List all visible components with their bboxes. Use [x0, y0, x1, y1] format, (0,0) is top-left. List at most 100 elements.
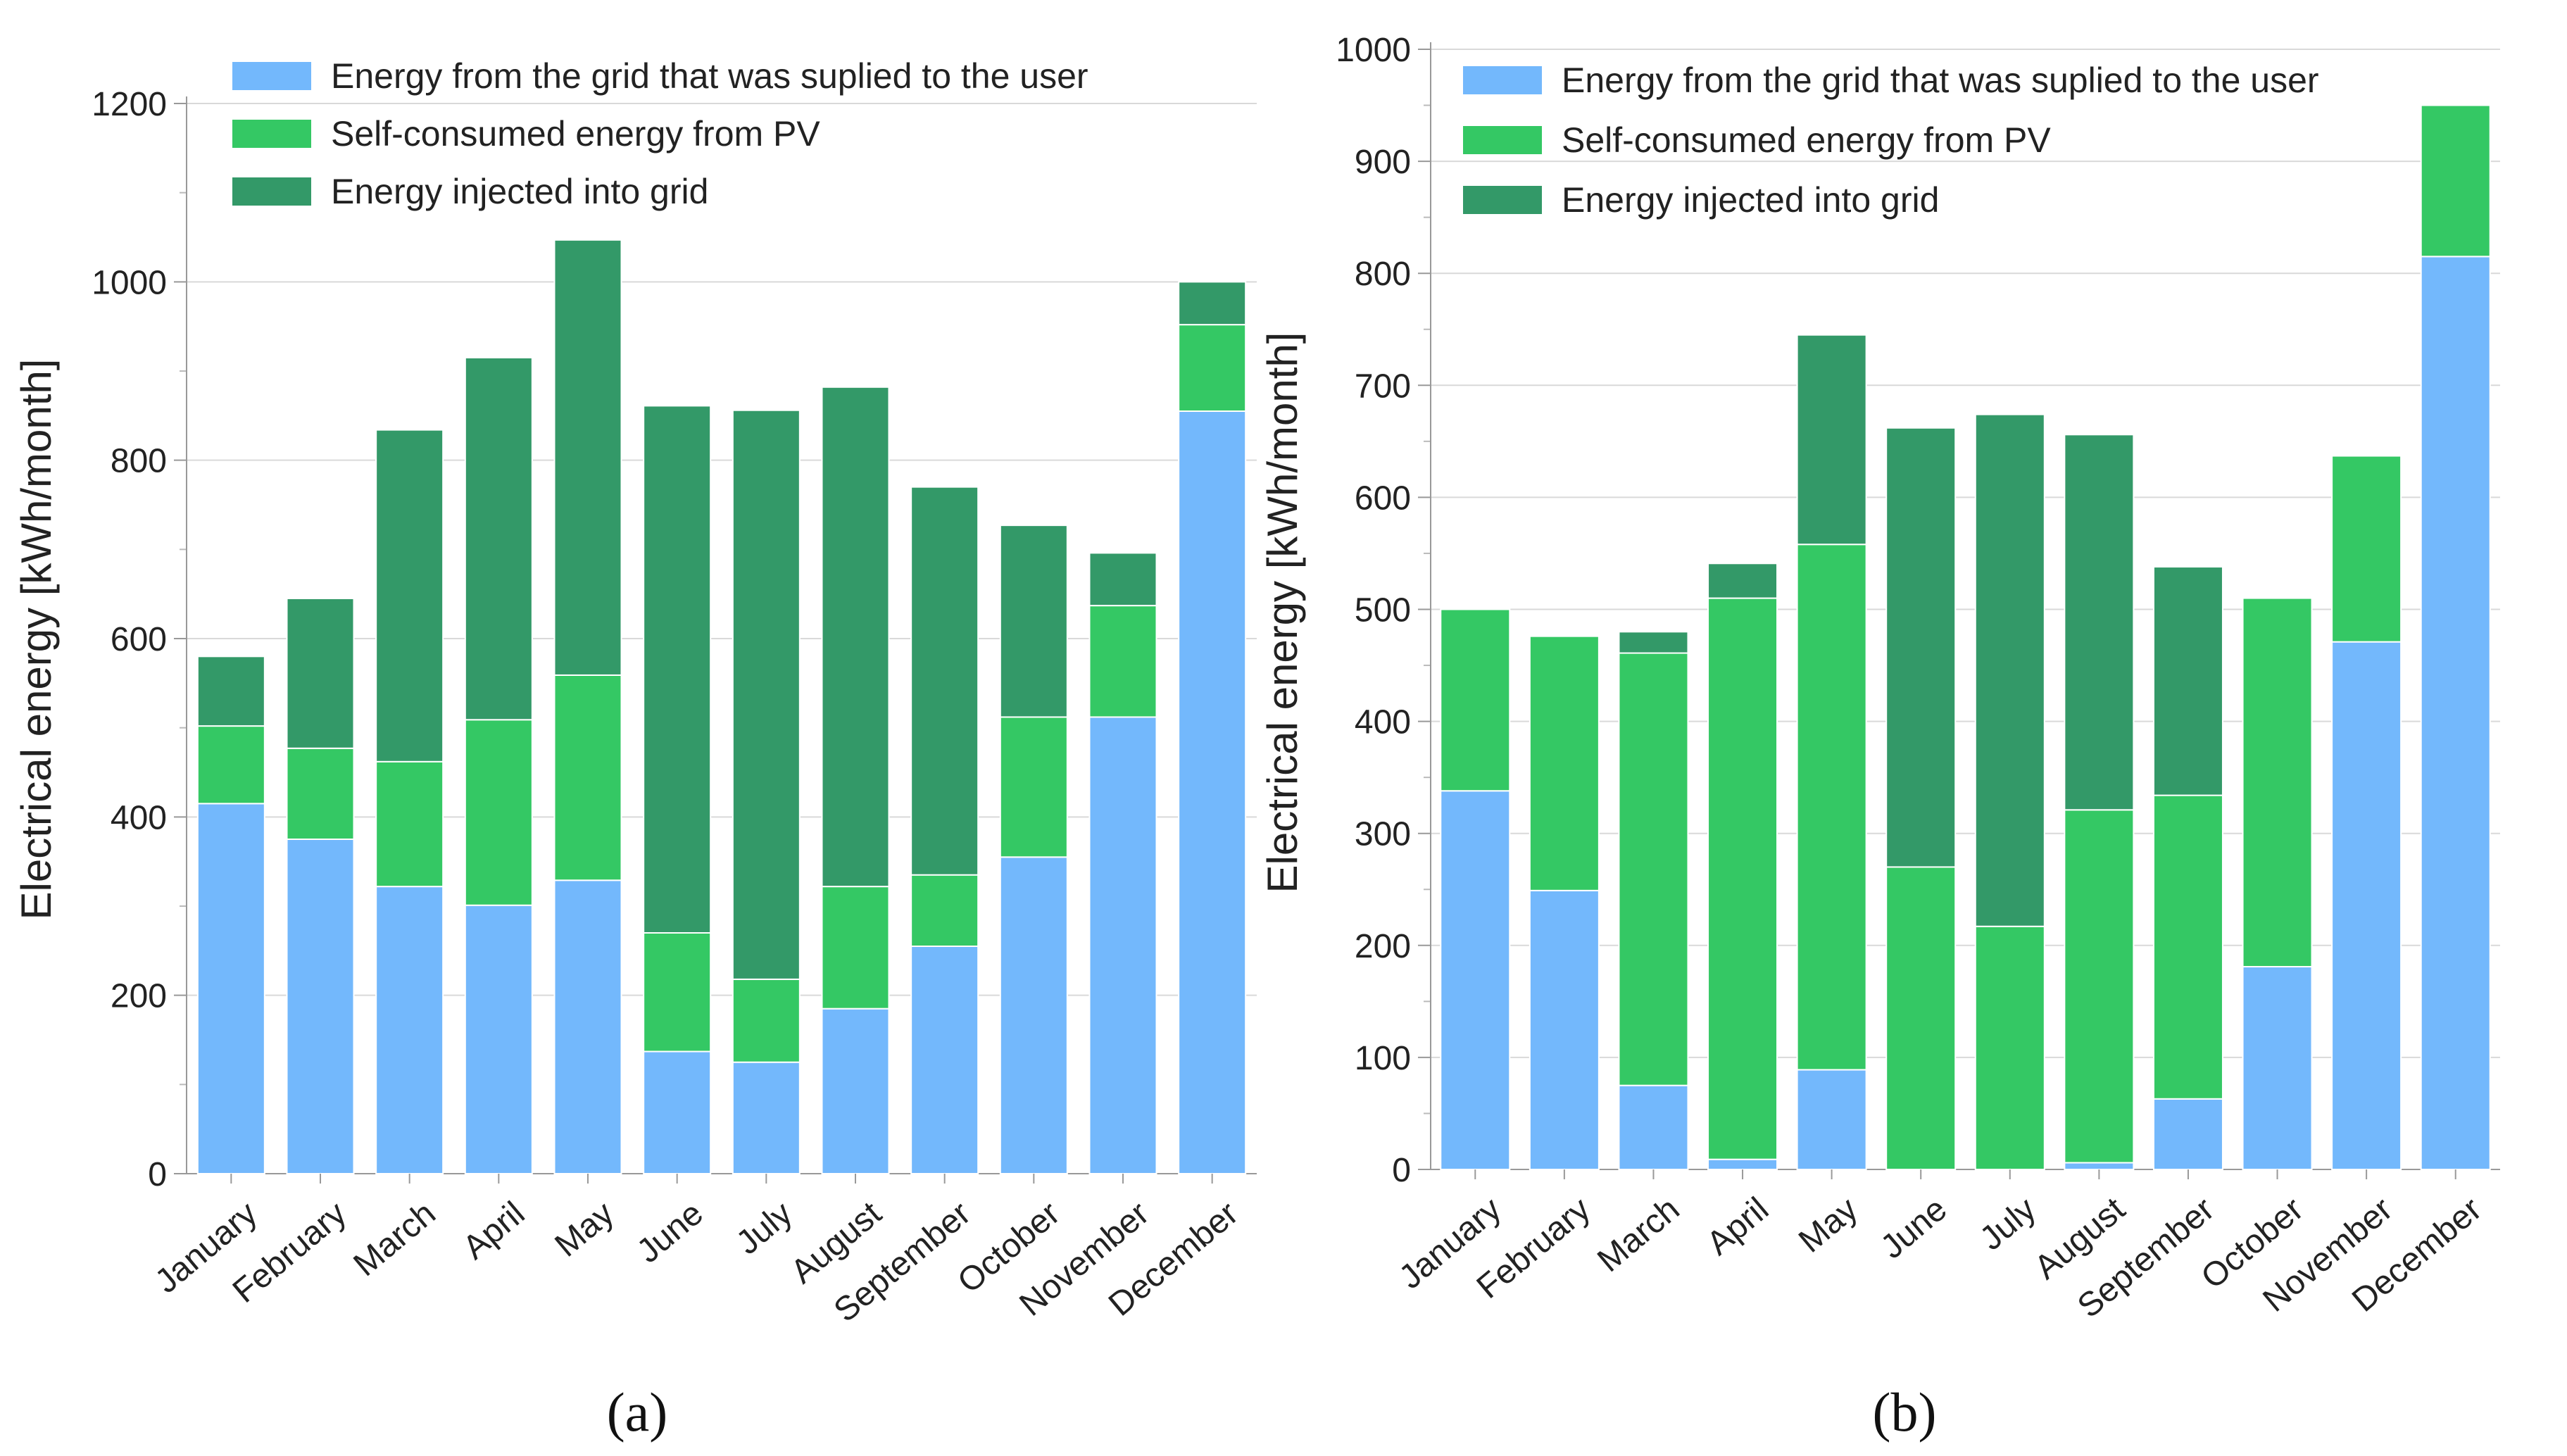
- bar-segment: [1529, 889, 1600, 1170]
- bar-segment: [732, 1061, 801, 1174]
- bar-segment: [1707, 563, 1778, 599]
- y-tick-label: 400: [111, 799, 167, 836]
- bar-segment: [1088, 605, 1157, 718]
- y-tick-label: 300: [1355, 816, 1411, 853]
- legend-swatch: [1463, 186, 1542, 214]
- legend-swatch: [232, 120, 311, 148]
- bar-segment: [2152, 1098, 2223, 1170]
- bar-segment: [1440, 790, 1511, 1170]
- legend-swatch: [232, 62, 311, 90]
- y-tick-label: 700: [1355, 368, 1411, 405]
- bar-segment: [1440, 608, 1511, 792]
- bar-segment: [1796, 544, 1867, 1071]
- bar-segment: [999, 525, 1068, 718]
- bar-segment: [732, 409, 801, 980]
- legend-label: Self-consumed energy from PV: [1562, 120, 2051, 160]
- y-tick-label: 200: [111, 978, 167, 1015]
- bar-segment: [910, 946, 979, 1174]
- y-tick-label: 1000: [92, 264, 167, 301]
- bar-segment: [2420, 104, 2491, 258]
- x-tick-label: June: [630, 1195, 710, 1271]
- bar-segment: [643, 405, 712, 934]
- bar-segment: [1178, 324, 1247, 412]
- bar-segment: [2152, 794, 2223, 1100]
- bar-segment: [553, 879, 622, 1175]
- y-tick-label: 0: [1392, 1152, 1411, 1189]
- chart-panel-b: 01002003004005006007008009001000JanuaryF…: [1259, 32, 2500, 1443]
- chart-panel-a: 020040060080010001200JanuaryFebruaryMarc…: [13, 56, 1257, 1443]
- y-tick-label: 400: [1355, 704, 1411, 741]
- x-tick-label: May: [548, 1195, 622, 1264]
- bar-segment: [999, 716, 1068, 858]
- bar-segment: [375, 886, 444, 1174]
- legend-swatch: [1463, 126, 1542, 154]
- bar-segment: [1707, 597, 1778, 1160]
- bar-segment: [1618, 1084, 1689, 1171]
- y-tick-label: 0: [148, 1156, 167, 1193]
- x-tick-label: April: [456, 1195, 532, 1267]
- bar-segment: [1088, 716, 1157, 1174]
- bar-segment: [2242, 966, 2313, 1171]
- bar-segment: [2152, 566, 2223, 796]
- bar-segment: [286, 598, 355, 749]
- bar-segment: [1178, 281, 1247, 326]
- bar-segment: [821, 386, 890, 888]
- legend-swatch: [232, 177, 311, 206]
- bar-segment: [286, 839, 355, 1174]
- y-tick-label: 1000: [1336, 32, 1411, 69]
- bar-segment: [464, 357, 533, 721]
- y-tick-label: 600: [1355, 479, 1411, 517]
- legend-label: Energy from the grid that was suplied to…: [1562, 61, 2319, 100]
- legend-label: Self-consumed energy from PV: [331, 114, 820, 153]
- y-tick-label: 1200: [92, 86, 167, 123]
- bar-segment: [910, 874, 979, 947]
- bar-segment: [1618, 652, 1689, 1086]
- legend-label: Energy injected into grid: [331, 172, 708, 211]
- bar-segment: [553, 239, 622, 676]
- bar-segment: [2420, 256, 2491, 1171]
- y-tick-label: 800: [111, 443, 167, 480]
- y-axis-label: Electrical energy [kWh/month]: [13, 359, 60, 920]
- legend-label: Energy from the grid that was suplied to…: [331, 56, 1088, 96]
- bar-segment: [196, 725, 265, 805]
- bar-segment: [732, 978, 801, 1063]
- x-tick-label: April: [1700, 1191, 1776, 1262]
- bar-segment: [2064, 1162, 2135, 1170]
- bar-segment: [1974, 925, 2045, 1171]
- panel-label: (b): [1873, 1381, 1937, 1443]
- bar-segment: [196, 655, 265, 727]
- x-tick-label: May: [1792, 1191, 1865, 1260]
- x-tick-label: March: [1590, 1191, 1686, 1279]
- bar-segment: [1707, 1158, 1778, 1171]
- y-tick-label: 100: [1355, 1040, 1411, 1077]
- bar-segment: [553, 674, 622, 881]
- bar-segment: [1796, 1069, 1867, 1170]
- bar-segment: [286, 747, 355, 841]
- bar-segment: [2064, 434, 2135, 811]
- bar-segment: [1885, 866, 1957, 1171]
- y-tick-label: 200: [1355, 928, 1411, 965]
- bar-segment: [643, 1050, 712, 1175]
- legend-swatch: [1463, 66, 1542, 94]
- bar-segment: [643, 932, 712, 1053]
- bar-segment: [821, 886, 890, 1010]
- y-tick-label: 800: [1355, 256, 1411, 293]
- bar-segment: [375, 429, 444, 762]
- bar-segment: [1088, 552, 1157, 607]
- bar-segment: [375, 760, 444, 888]
- bar-segment: [821, 1008, 890, 1174]
- bar-segment: [1885, 427, 1957, 868]
- y-tick-label: 500: [1355, 592, 1411, 629]
- panel-label: (a): [607, 1381, 668, 1443]
- bar-segment: [2331, 455, 2402, 643]
- bar-segment: [1178, 410, 1247, 1174]
- bar-segment: [196, 803, 265, 1175]
- x-tick-label: March: [347, 1195, 443, 1284]
- bar-segment: [464, 904, 533, 1174]
- bar-segment: [910, 486, 979, 876]
- x-tick-label: July: [1973, 1191, 2042, 1257]
- bar-segment: [2064, 809, 2135, 1164]
- x-tick-label: July: [729, 1195, 799, 1262]
- bar-segment: [1529, 635, 1600, 891]
